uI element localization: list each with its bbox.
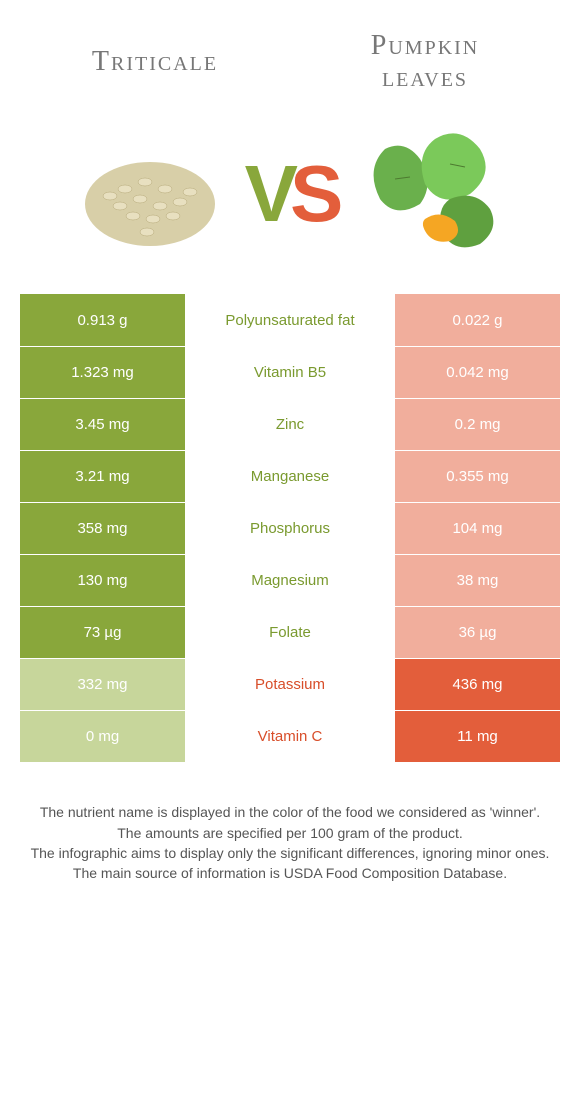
right-value: 11 mg [395,711,560,762]
table-row: 130 mgMagnesium38 mg [20,554,560,606]
left-value: 0 mg [20,711,185,762]
right-value: 36 µg [395,607,560,658]
vs-label: VS [245,148,336,240]
table-row: 3.21 mgManganese0.355 mg [20,450,560,502]
footer-notes: The nutrient name is displayed in the co… [0,762,580,883]
nutrient-label: Potassium [185,659,395,710]
right-value: 0.022 g [395,294,560,346]
table-row: 0.913 gPolyunsaturated fat0.022 g [20,294,560,346]
left-food-image [70,124,230,264]
right-food-line2: leaves [290,62,560,94]
left-food-title: Triticale [20,30,290,94]
right-value: 436 mg [395,659,560,710]
nutrient-label: Zinc [185,399,395,450]
header-row: Triticale Pumpkin leaves [0,0,580,104]
vs-s: S [290,149,335,238]
nutrient-label: Polyunsaturated fat [185,294,395,346]
table-row: 1.323 mgVitamin B50.042 mg [20,346,560,398]
nutrient-table: 0.913 gPolyunsaturated fat0.022 g1.323 m… [20,294,560,762]
left-value: 130 mg [20,555,185,606]
table-row: 332 mgPotassium436 mg [20,658,560,710]
nutrient-label: Folate [185,607,395,658]
left-value: 1.323 mg [20,347,185,398]
right-value: 0.355 mg [395,451,560,502]
table-row: 358 mgPhosphorus104 mg [20,502,560,554]
right-value: 0.2 mg [395,399,560,450]
right-food-line1: Pumpkin [290,30,560,62]
nutrient-label: Vitamin C [185,711,395,762]
footer-line: The amounts are specified per 100 gram o… [20,823,560,843]
footer-line: The main source of information is USDA F… [20,863,560,883]
right-value: 38 mg [395,555,560,606]
table-row: 0 mgVitamin C11 mg [20,710,560,762]
table-row: 73 µgFolate36 µg [20,606,560,658]
image-row: VS [0,104,580,294]
nutrient-label: Phosphorus [185,503,395,554]
left-value: 73 µg [20,607,185,658]
left-value: 3.21 mg [20,451,185,502]
nutrient-label: Manganese [185,451,395,502]
left-value: 3.45 mg [20,399,185,450]
nutrient-label: Magnesium [185,555,395,606]
left-value: 0.913 g [20,294,185,346]
right-food-image [350,124,510,264]
left-value: 332 mg [20,659,185,710]
nutrient-label: Vitamin B5 [185,347,395,398]
left-value: 358 mg [20,503,185,554]
footer-line: The nutrient name is displayed in the co… [20,802,560,822]
right-value: 0.042 mg [395,347,560,398]
right-value: 104 mg [395,503,560,554]
right-food-title: Pumpkin leaves [290,30,560,94]
table-row: 3.45 mgZinc0.2 mg [20,398,560,450]
vs-v: V [245,149,290,238]
footer-line: The infographic aims to display only the… [20,843,560,863]
